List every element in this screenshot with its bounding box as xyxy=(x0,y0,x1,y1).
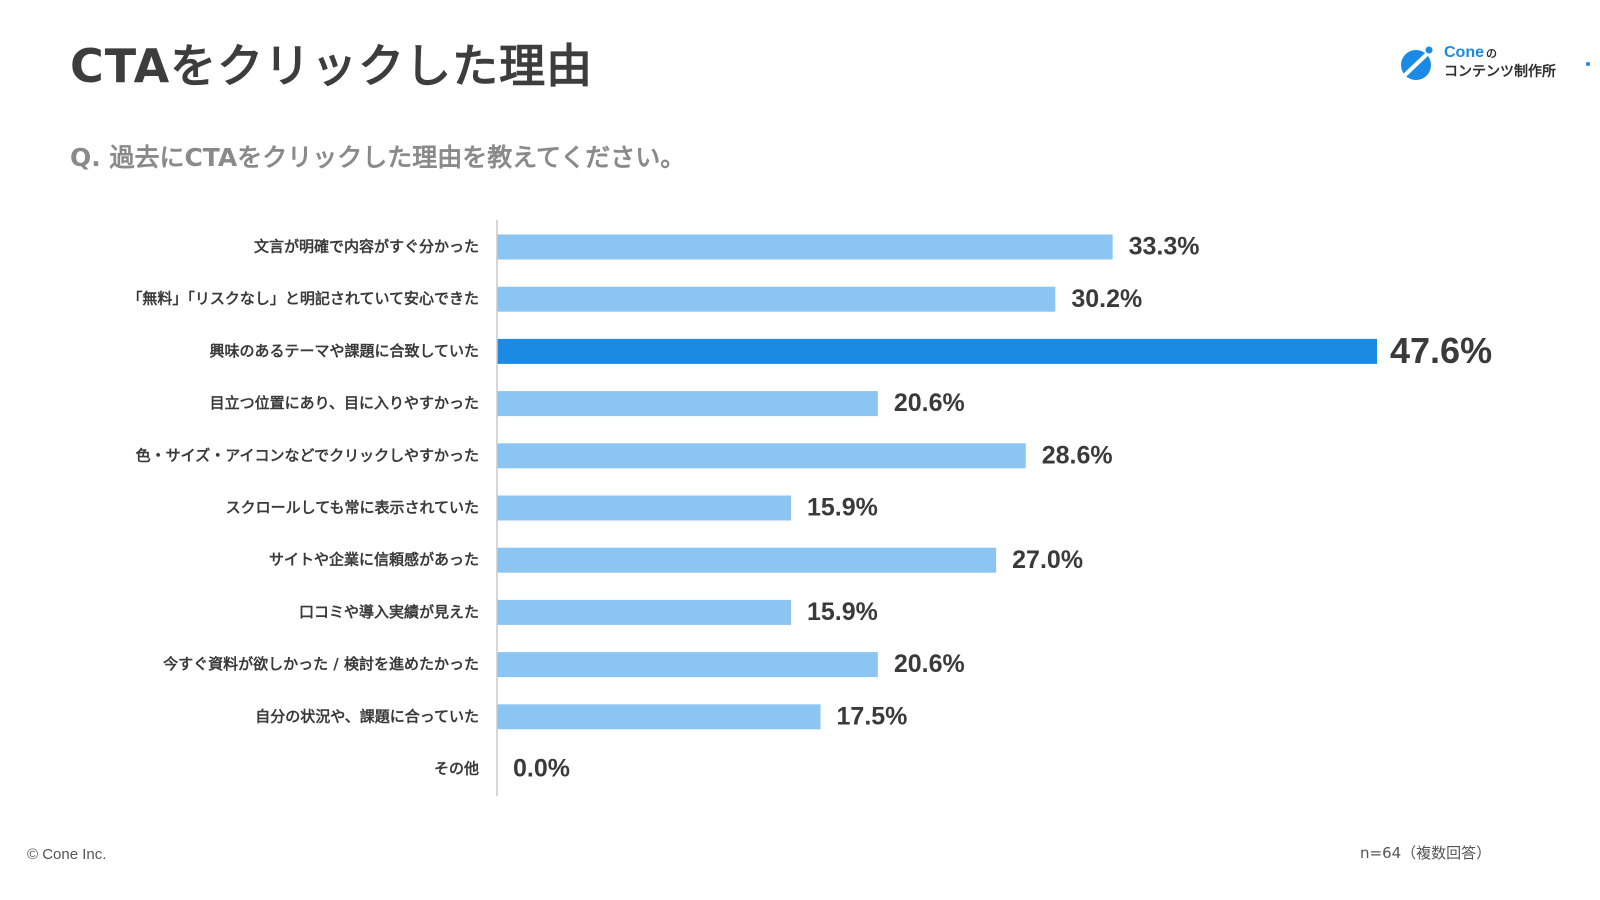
bar xyxy=(497,286,1056,312)
category-label: 目立つ位置にあり、目に入りやすかった xyxy=(210,394,479,412)
value-label: 20.6% xyxy=(894,389,965,417)
value-label: 47.6% xyxy=(1390,330,1492,371)
value-label: 20.6% xyxy=(894,650,965,678)
cone-logo-icon xyxy=(1401,46,1433,80)
category-label: 文言が明確で内容がすぐ分かった xyxy=(254,238,479,256)
category-label: 今すぐ資料が欲しかった / 検討を進めたかった xyxy=(162,655,479,673)
highlighted-bar xyxy=(497,338,1377,364)
value-label: 15.9% xyxy=(807,494,878,522)
bar xyxy=(497,234,1113,260)
sample-size-note: n=64（複数回答） xyxy=(1360,844,1492,862)
category-label: 口コミや導入実績が見えた xyxy=(299,603,479,621)
category-label: サイトや企業に信頼感があった xyxy=(269,551,479,569)
page-title: CTAをクリックした理由 xyxy=(70,39,594,93)
category-label: 「無料」「リスクなし」と明記されていて安心できた xyxy=(127,290,479,308)
category-label: スクロールしても常に表示されていた xyxy=(226,499,479,517)
value-label: 0.0% xyxy=(513,755,570,783)
value-label: 33.3% xyxy=(1129,233,1200,261)
logo-brand-text: Cone xyxy=(1444,44,1484,61)
category-label: 色・サイズ・アイコンなどでクリックしやすかった xyxy=(136,446,479,464)
value-label: 30.2% xyxy=(1071,285,1142,313)
category-label: 自分の状況や、課題に合っていた xyxy=(255,707,479,725)
value-label: 17.5% xyxy=(837,702,908,730)
logo-subtitle: コンテンツ制作所 xyxy=(1444,64,1556,80)
logo-particle: の xyxy=(1486,47,1497,60)
bar xyxy=(497,547,997,573)
bar xyxy=(497,391,878,417)
logo-dot-icon xyxy=(1586,62,1590,66)
brand-logo: Cone の コンテンツ制作所 xyxy=(1398,42,1590,86)
value-label: 27.0% xyxy=(1012,546,1083,574)
bar xyxy=(497,599,791,625)
value-label: 28.6% xyxy=(1042,441,1113,469)
value-label: 15.9% xyxy=(807,598,878,626)
copyright: © Cone Inc. xyxy=(27,846,107,863)
bar xyxy=(497,443,1026,469)
bar xyxy=(497,704,821,730)
bar xyxy=(497,652,878,678)
category-label: その他 xyxy=(434,760,479,778)
survey-question: Q. 過去にCTAをクリックした理由を教えてください。 xyxy=(70,143,686,172)
category-label: 興味のあるテーマや課題に合致していた xyxy=(209,342,479,360)
bar xyxy=(497,495,791,521)
